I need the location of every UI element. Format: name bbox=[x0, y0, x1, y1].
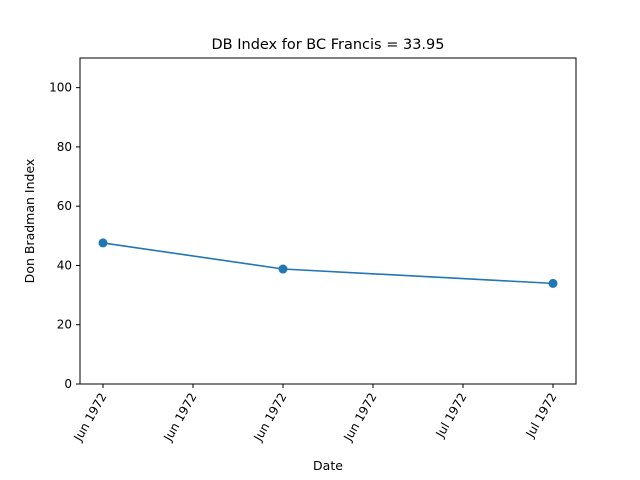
data-point bbox=[548, 278, 558, 288]
data-point bbox=[98, 238, 108, 248]
x-axis-label: Date bbox=[313, 458, 343, 473]
y-axis-label: Don Bradman Index bbox=[22, 159, 37, 284]
y-tick-label: 80 bbox=[57, 140, 72, 154]
chart-title: DB Index for BC Francis = 33.95 bbox=[212, 37, 445, 53]
y-tick-label: 100 bbox=[49, 81, 72, 95]
y-tick-label: 20 bbox=[57, 318, 72, 332]
y-tick-label: 40 bbox=[57, 258, 72, 272]
y-tick-label: 0 bbox=[64, 377, 72, 391]
y-tick-label: 60 bbox=[57, 199, 72, 213]
y-axis: 0 20 40 60 80 100 bbox=[49, 81, 80, 391]
series-layer bbox=[98, 238, 558, 288]
plot-frame bbox=[79, 57, 577, 385]
data-point bbox=[278, 264, 288, 274]
